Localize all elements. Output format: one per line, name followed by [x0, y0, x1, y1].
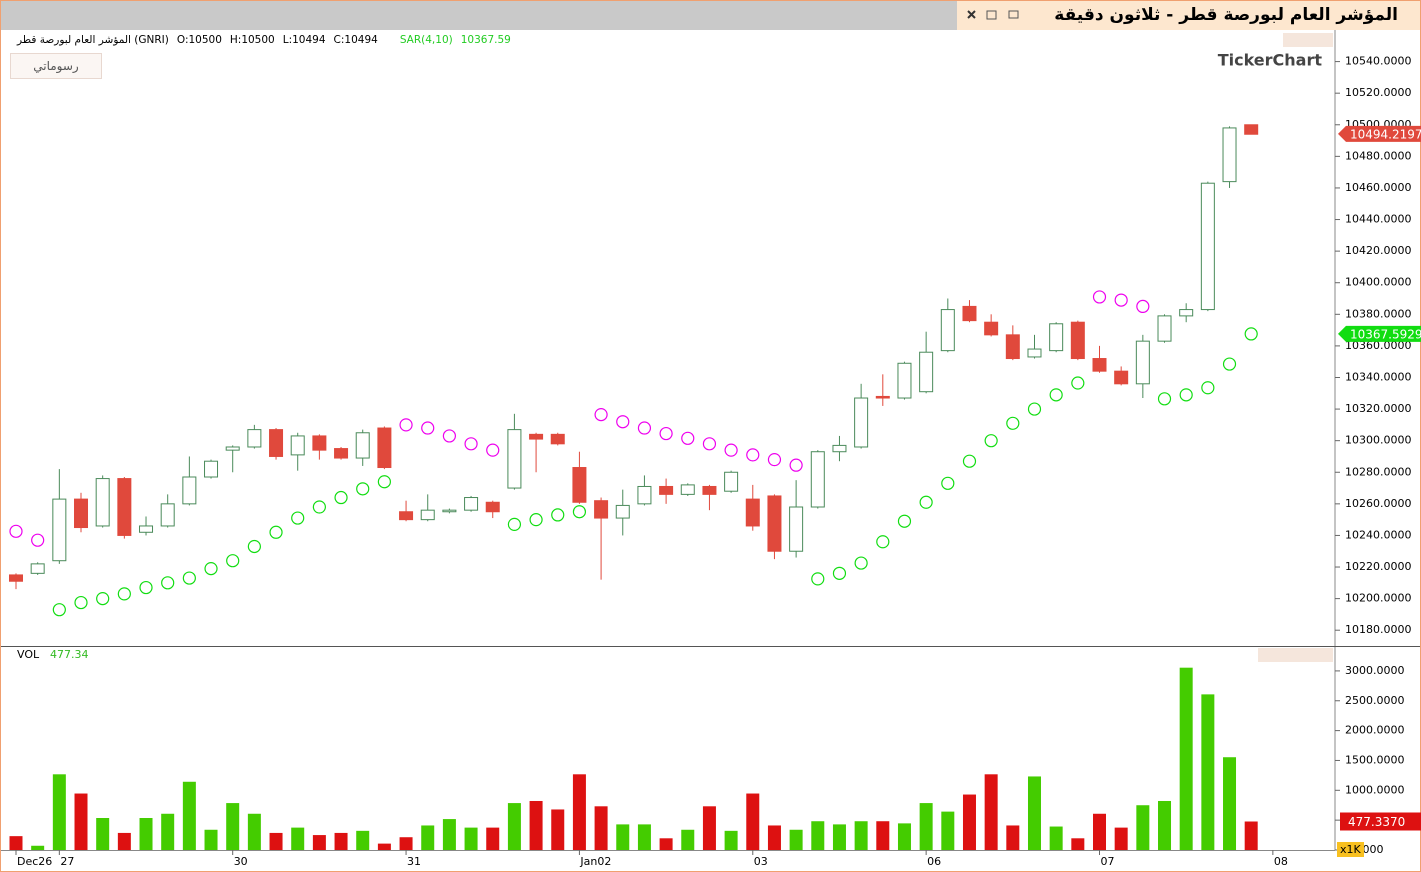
window-title: المؤشر العام لبورصة قطر - ثلاثون دقيقة [1054, 5, 1398, 25]
title-tab: المؤشر العام لبورصة قطر - ثلاثون دقيقة [957, 1, 1420, 30]
drawings-button[interactable]: رسوماتي [10, 53, 102, 79]
title-bar [1, 1, 957, 30]
window-buttons[interactable] [963, 1, 1033, 30]
